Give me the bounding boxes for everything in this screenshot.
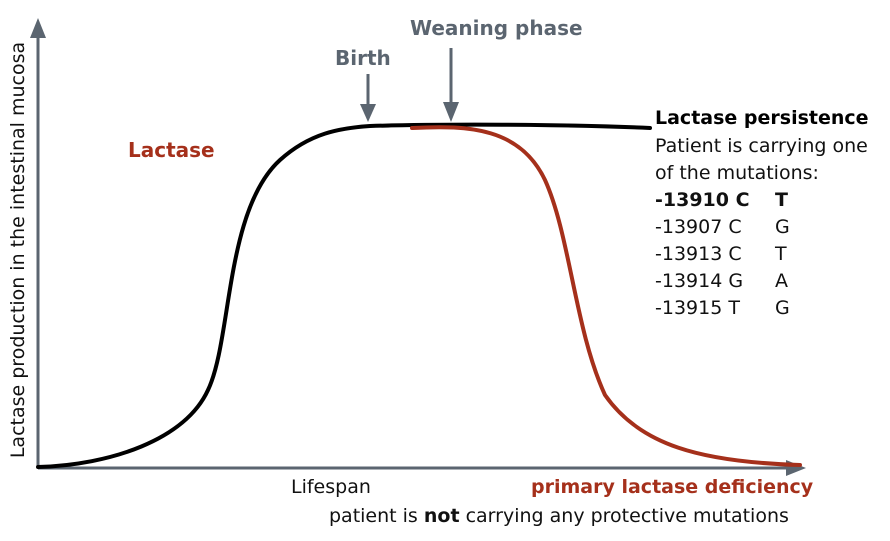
x-axis-label: Lifespan: [291, 476, 371, 498]
mutation-position: -13914 G: [655, 270, 744, 292]
mutation-row: -13914 G A: [655, 270, 788, 292]
y-axis-label: Lactase production in the intestinal muc…: [7, 41, 29, 459]
y-axis-arrowhead: [30, 18, 46, 38]
persistence-text-line2: of the mutations:: [655, 162, 819, 184]
mutation-allele: G: [775, 216, 790, 238]
mutation-allele: T: [775, 189, 788, 211]
mutation-allele: T: [775, 243, 787, 265]
persistence-text-line1: Patient is carrying one: [655, 135, 868, 157]
mutation-allele: G: [775, 297, 790, 319]
birth-label: Birth: [335, 46, 391, 70]
deficiency-curve: [410, 125, 802, 467]
mutation-allele: A: [775, 270, 788, 292]
lactase-curve-label: Lactase: [128, 138, 215, 162]
weaning-phase-label: Weaning phase: [410, 16, 583, 40]
persistence-curve: [36, 122, 652, 469]
deficiency-subtitle-end: carrying any protective mutations: [459, 505, 789, 527]
mutation-position: -13907 C: [655, 216, 742, 238]
mutation-position: -13910 C: [655, 189, 750, 211]
mutation-row: -13910 C T: [655, 189, 788, 211]
mutation-position: -13915 T: [655, 297, 740, 319]
persistence-title: Lactase persistence: [655, 107, 869, 129]
birth-arrow-head: [360, 104, 376, 122]
weaning-arrow-head: [443, 102, 459, 122]
mutation-row: -13913 C T: [655, 243, 787, 265]
deficiency-title: primary lactase deficiency: [531, 476, 814, 498]
deficiency-subtitle-emphasis: not: [423, 505, 460, 527]
mutation-row: -13907 C G: [655, 216, 790, 238]
mutation-row: -13915 T G: [655, 297, 790, 319]
deficiency-subtitle: patient is not carrying any protective m…: [329, 505, 789, 527]
x-axis-arrowhead: [786, 460, 806, 476]
mutation-position: -13913 C: [655, 243, 742, 265]
deficiency-subtitle-start: patient is: [329, 505, 424, 527]
